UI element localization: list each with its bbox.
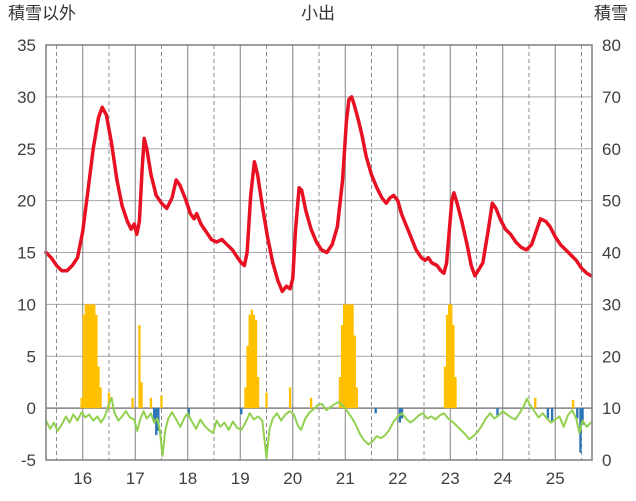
svg-text:25: 25: [546, 469, 565, 488]
svg-text:25: 25: [17, 140, 36, 159]
svg-text:21: 21: [336, 469, 355, 488]
svg-text:35: 35: [17, 36, 36, 55]
svg-text:5: 5: [27, 347, 36, 366]
svg-text:17: 17: [126, 469, 145, 488]
svg-text:20: 20: [602, 347, 621, 366]
svg-text:20: 20: [17, 192, 36, 211]
left-axis-title: 積雪以外: [8, 4, 76, 23]
svg-text:18: 18: [178, 469, 197, 488]
svg-text:22: 22: [388, 469, 407, 488]
chart-title: 小出: [301, 4, 335, 23]
svg-text:30: 30: [602, 295, 621, 314]
svg-text:70: 70: [602, 88, 621, 107]
svg-text:16: 16: [73, 469, 92, 488]
svg-text:19: 19: [231, 469, 250, 488]
svg-text:15: 15: [17, 244, 36, 263]
svg-text:20: 20: [283, 469, 302, 488]
svg-text:30: 30: [17, 88, 36, 107]
svg-text:-5: -5: [21, 451, 36, 470]
svg-text:80: 80: [602, 36, 621, 55]
right-axis-title: 積雪: [594, 4, 628, 23]
svg-text:50: 50: [602, 192, 621, 211]
svg-text:0: 0: [602, 451, 611, 470]
svg-text:40: 40: [602, 244, 621, 263]
svg-text:10: 10: [602, 399, 621, 418]
svg-text:0: 0: [27, 399, 36, 418]
svg-text:24: 24: [493, 469, 512, 488]
svg-text:60: 60: [602, 140, 621, 159]
svg-text:23: 23: [441, 469, 460, 488]
svg-text:10: 10: [17, 295, 36, 314]
